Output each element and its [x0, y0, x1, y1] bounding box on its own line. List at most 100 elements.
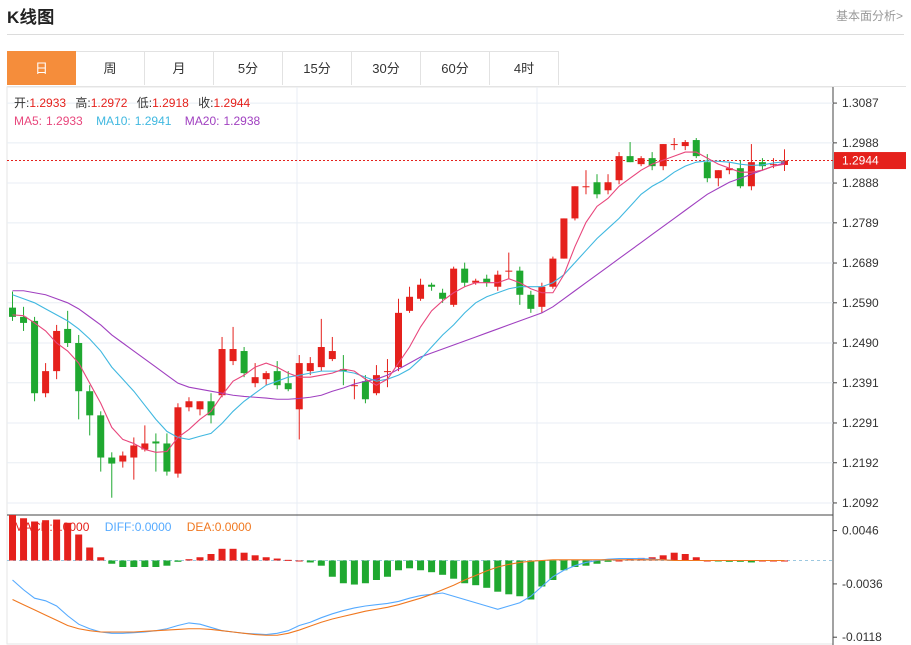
- candle-body: [417, 284, 425, 299]
- ma20-line: [12, 162, 785, 400]
- macd-bar: [747, 560, 755, 563]
- macd-bar: [692, 557, 700, 561]
- ma-legend: MA5: 1.2933 MA10: 1.2941 MA20: 1.2938: [14, 114, 261, 128]
- macd-bar: [494, 560, 502, 592]
- macd-label: MACD:: [14, 520, 53, 534]
- price-tick-label: 1.2192: [842, 456, 879, 470]
- macd-bar: [130, 560, 138, 567]
- price-tick-label: 1.2092: [842, 496, 879, 510]
- price-tick-label: 1.3087: [842, 96, 879, 110]
- macd-bar: [152, 560, 160, 567]
- tab-day[interactable]: 日: [7, 51, 76, 85]
- ma20-label: MA20:: [185, 114, 220, 128]
- candle-body: [582, 186, 590, 188]
- candle-body: [450, 268, 458, 305]
- candle-body: [472, 280, 480, 283]
- candle-body: [42, 371, 50, 394]
- candle-body: [196, 401, 204, 410]
- macd-bar: [637, 557, 645, 561]
- price-tick-label: 1.2391: [842, 376, 879, 390]
- candle-body: [648, 158, 656, 167]
- candlesticks: [9, 138, 788, 498]
- candle-body: [240, 351, 248, 374]
- price-axis: 1.3087 1.2988 1.2888 1.2789 1.2689 1.2590 1.24…: [833, 96, 883, 644]
- candle-body: [659, 144, 667, 167]
- macd-bar: [350, 560, 358, 585]
- macd-value: 0.0000: [53, 520, 90, 534]
- candle-body: [527, 294, 535, 309]
- dea-line: [12, 559, 785, 636]
- macd-bar: [483, 560, 491, 588]
- macd-bar: [604, 560, 612, 562]
- dea-value: 0.0000: [215, 520, 252, 534]
- candle-body: [593, 182, 601, 195]
- macd-bar: [229, 548, 237, 561]
- tab-4hour[interactable]: 4时: [490, 51, 559, 85]
- candle-body: [130, 445, 138, 458]
- tab-60min[interactable]: 60分: [421, 51, 490, 85]
- macd-bar: [736, 560, 744, 562]
- open-label: 开:: [14, 96, 29, 110]
- fundamental-analysis-link[interactable]: 基本面分析>: [835, 9, 903, 23]
- candle-body: [714, 170, 722, 179]
- price-tick-label: 1.2490: [842, 336, 879, 350]
- macd-bar: [240, 552, 248, 561]
- macd-bar: [450, 560, 458, 579]
- macd-bar: [725, 560, 733, 562]
- high-label: 高:: [75, 95, 90, 110]
- candle-body: [406, 296, 414, 311]
- macd-histogram: [9, 515, 788, 600]
- candle-body: [395, 312, 402, 368]
- macd-bar: [306, 560, 314, 563]
- candle-body: [328, 351, 336, 360]
- price-tick-label: 1.2789: [842, 216, 879, 230]
- candle-body: [670, 144, 678, 146]
- candle-body: [185, 401, 193, 408]
- tab-5min[interactable]: 5分: [214, 51, 283, 85]
- tab-30min[interactable]: 30分: [352, 51, 421, 85]
- close-value: 1.2944: [214, 96, 251, 110]
- candle-body: [295, 363, 303, 410]
- macd-bar: [428, 560, 436, 573]
- macd-bar: [86, 547, 94, 561]
- candle-body: [108, 457, 116, 464]
- price-tick-label: 1.2590: [842, 296, 879, 310]
- macd-bar: [516, 560, 524, 597]
- macd-bar: [372, 560, 380, 580]
- macd-bar: [218, 548, 226, 561]
- tab-month[interactable]: 月: [145, 51, 214, 85]
- tab-15min[interactable]: 15分: [283, 51, 352, 85]
- macd-tick-label: -0.0118: [842, 630, 882, 644]
- macd-legend: MACD:0.0000 DIFF:0.0000 DEA:0.0000: [14, 520, 252, 534]
- ma5-label: MA5:: [14, 114, 42, 128]
- price-tick-label: 1.2689: [842, 256, 879, 270]
- macd-bar: [582, 560, 590, 566]
- chart-grid: [6, 86, 834, 645]
- price-tick-label: 1.2291: [842, 416, 879, 430]
- ma10-line: [12, 160, 785, 441]
- candle-body: [560, 218, 568, 259]
- diff-label: DIFF:: [105, 520, 135, 534]
- candle-body: [174, 407, 182, 474]
- candle-body: [75, 342, 83, 392]
- macd-bar: [163, 560, 171, 566]
- tab-week[interactable]: 周: [76, 51, 145, 85]
- candle-body: [604, 182, 612, 191]
- macd-bar: [141, 560, 149, 567]
- macd-tick-label: -0.0036: [842, 577, 883, 591]
- macd-bar: [670, 552, 678, 561]
- candle-body: [53, 330, 61, 372]
- macd-bar: [262, 557, 270, 561]
- dea-label: DEA:: [187, 520, 215, 534]
- candle-body: [119, 455, 127, 462]
- macd-bar: [361, 560, 369, 584]
- candle-body: [20, 316, 28, 323]
- macd-bar: [9, 515, 17, 561]
- macd-bar: [64, 522, 72, 561]
- current-price-tag: 1.2944: [834, 152, 906, 170]
- candle-body: [86, 391, 94, 416]
- macd-bar: [20, 518, 28, 561]
- macd-bar: [461, 560, 469, 584]
- low-value: 1.2918: [152, 96, 189, 110]
